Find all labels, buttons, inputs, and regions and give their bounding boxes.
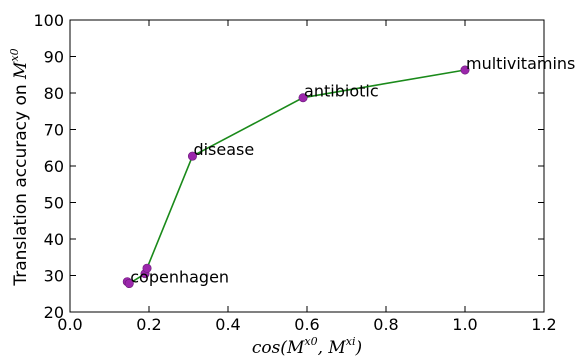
x-axis-label: cos(Mx0, Mxi) — [252, 335, 362, 356]
x-tick-label-3: 0.6 — [294, 315, 319, 334]
x-axis-label-sup1: x0 — [304, 335, 317, 348]
ticks-layer: 0.0 0.2 0.4 0.6 0.8 1.0 1.2 20 30 40 50 60 70 80 90 100 — [33, 11, 556, 334]
y-tick-label-1: 30 — [44, 267, 64, 286]
data-point-3 — [142, 263, 152, 273]
annotation-2: antibiotic — [304, 82, 379, 101]
y-axis-label-superscript: x0 — [8, 48, 21, 61]
x-tick-label-4: 0.8 — [373, 315, 398, 334]
x-axis-label-base: cos(M — [252, 338, 305, 356]
y-axis-label: Translation accuracy on Mx0 — [8, 48, 31, 286]
y-tick-label-2: 40 — [44, 230, 64, 249]
annotation-1: disease — [193, 140, 254, 159]
y-tick-label-6: 80 — [44, 84, 64, 103]
annotation-3: multivitamins — [466, 54, 575, 73]
x-tick-label-2: 0.4 — [215, 315, 240, 334]
x-axis-label-sup2: xi — [346, 335, 356, 348]
y-tick-label-3: 50 — [44, 194, 64, 213]
y-axis-label-math: M — [11, 61, 31, 80]
data-point-4 — [187, 151, 197, 161]
data-point-1 — [124, 279, 134, 289]
x-tick-label-5: 1.0 — [452, 315, 477, 334]
x-tick-label-0: 0.0 — [57, 315, 82, 334]
data-point-6 — [460, 65, 470, 75]
data-point-5 — [298, 93, 308, 103]
y-tick-label-5: 70 — [44, 121, 64, 140]
y-axis-label-text: Translation accuracy on — [11, 79, 31, 287]
x-tick-label-1: 0.2 — [136, 315, 161, 334]
y-tick-label-7: 90 — [44, 48, 64, 67]
annotations-layer: copenhagen disease antibiotic multivitamins — [130, 54, 575, 287]
x-tick-label-6: 1.2 — [531, 315, 556, 334]
annotation-0: copenhagen — [130, 268, 229, 287]
x-axis-label-end: ) — [355, 338, 363, 356]
y-tick-label-8: 100 — [33, 11, 64, 30]
series-line — [126, 69, 466, 285]
series-layer — [122, 65, 470, 289]
x-axis-label-mid: , M — [318, 338, 347, 356]
y-tick-label-0: 20 — [44, 303, 64, 322]
y-tick-label-4: 60 — [44, 157, 64, 176]
plot-frame — [69, 19, 545, 313]
